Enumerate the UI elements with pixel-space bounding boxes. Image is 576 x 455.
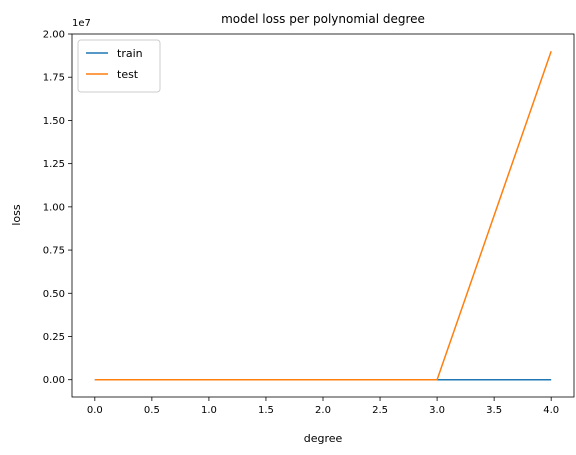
x-tick-label: 0.0 xyxy=(87,405,103,416)
plot-area: 0.0 0.5 1.0 1.5 2.0 2.5 3.0 3.5 4.0 0.00 0.25 0.50 0… xyxy=(43,30,559,417)
y-tick-label: 1.50 xyxy=(43,116,65,127)
legend-label-train: train xyxy=(117,47,143,60)
y-offset-label: 1e7 xyxy=(72,18,91,29)
x-tick-label: 0.5 xyxy=(144,405,160,416)
x-tick-label: 4.0 xyxy=(543,405,559,416)
y-tick-label: 0.25 xyxy=(43,332,65,343)
x-tick-label: 1.5 xyxy=(258,405,274,416)
y-tick-label: 1.75 xyxy=(43,73,65,84)
chart-title: model loss per polynomial degree xyxy=(221,12,425,26)
series-line-test xyxy=(94,51,552,381)
plot-frame xyxy=(71,33,575,398)
x-tick-label: 3.5 xyxy=(486,405,502,416)
y-tick-label: 0.75 xyxy=(43,246,65,257)
x-tick-label: 1.0 xyxy=(201,405,217,416)
legend-label-test: test xyxy=(117,68,139,81)
y-tick-label: 1.00 xyxy=(43,202,65,213)
y-axis-label: loss xyxy=(10,204,23,226)
x-axis-label: degree xyxy=(304,432,343,445)
x-tick-label: 2.5 xyxy=(372,405,388,416)
y-tick-label: 0.00 xyxy=(43,375,65,386)
x-tick-label: 3.0 xyxy=(429,405,445,416)
y-tick-label: 0.50 xyxy=(43,289,65,300)
x-tick-label: 2.0 xyxy=(315,405,331,416)
legend: train test xyxy=(77,39,161,93)
y-tick-label: 1.25 xyxy=(43,159,65,170)
y-tick-label: 2.00 xyxy=(43,30,65,41)
